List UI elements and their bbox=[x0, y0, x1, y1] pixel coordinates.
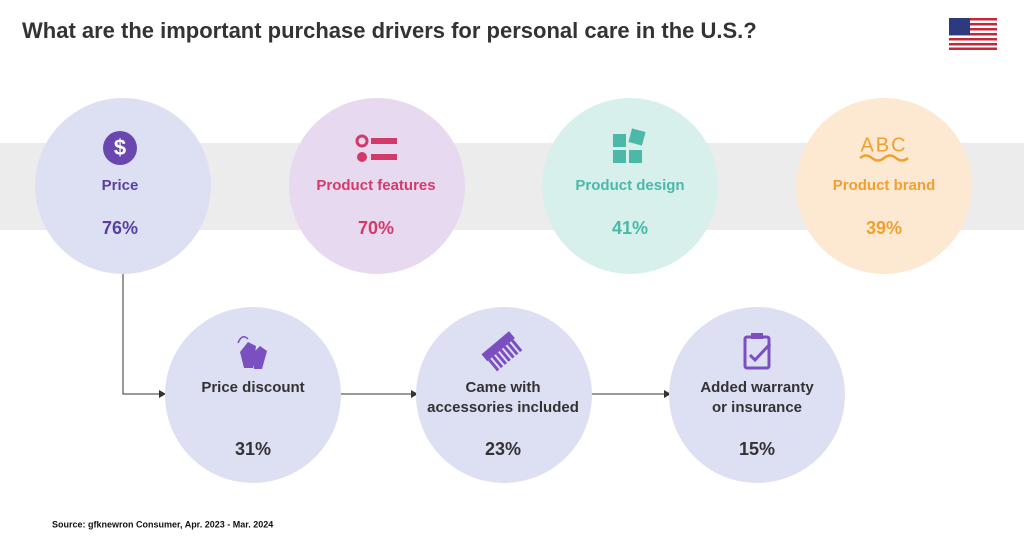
connectors bbox=[122, 270, 665, 395]
value: 39% bbox=[866, 218, 902, 238]
node-design: Product design 41% bbox=[542, 98, 718, 274]
title: What are the important purchase drivers … bbox=[22, 18, 757, 43]
us-flag bbox=[949, 18, 997, 50]
node-discount: Price discount 31% bbox=[165, 307, 341, 483]
node-warranty: Added warranty or insurance 15% bbox=[669, 307, 845, 483]
label: Product design bbox=[575, 177, 684, 194]
value: 70% bbox=[358, 218, 394, 238]
value: 23% bbox=[485, 439, 521, 459]
label: or insurance bbox=[712, 399, 802, 416]
label: Price bbox=[102, 177, 139, 194]
value: 41% bbox=[612, 218, 648, 238]
label: Came with bbox=[465, 379, 540, 396]
label: Product features bbox=[316, 177, 435, 194]
svg-text:$: $ bbox=[114, 135, 126, 160]
label: Product brand bbox=[833, 177, 936, 194]
node-features: Product features 70% bbox=[289, 98, 465, 274]
node-accessories: Came with accessories included 23% bbox=[416, 307, 592, 483]
label: accessories included bbox=[427, 399, 579, 416]
value: 15% bbox=[739, 439, 775, 459]
value: 76% bbox=[102, 218, 138, 238]
node-price: $ Price 76% bbox=[35, 98, 211, 274]
icon-text: ABC bbox=[860, 134, 907, 156]
node-brand: ABC Product brand 39% bbox=[796, 98, 972, 274]
source: Source: gfknewron Consumer, Apr. 2023 - … bbox=[52, 519, 273, 529]
label: Added warranty bbox=[700, 379, 814, 396]
label: Price discount bbox=[201, 379, 304, 396]
value: 31% bbox=[235, 439, 271, 459]
arrowheads bbox=[159, 390, 671, 398]
